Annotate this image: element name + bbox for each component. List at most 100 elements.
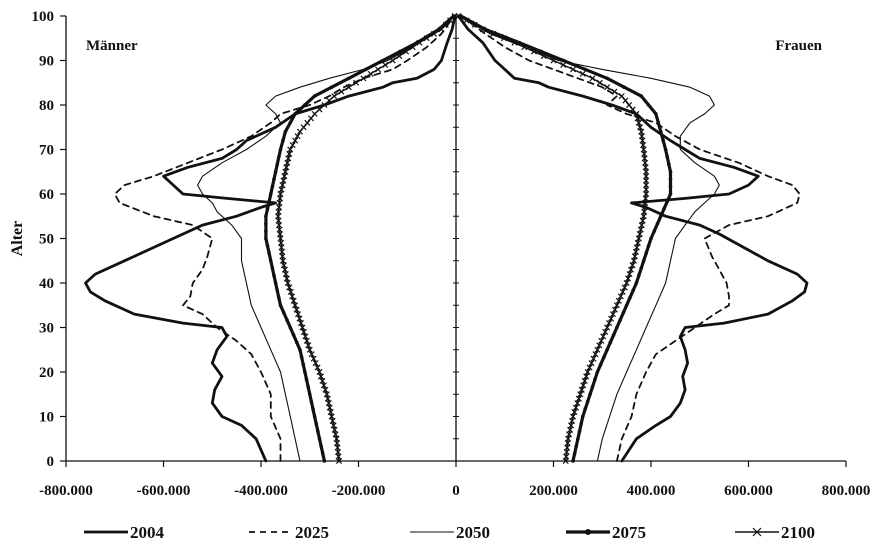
y-tick-label: 0	[47, 454, 55, 470]
series-marker-2075	[283, 129, 288, 134]
y-tick-label: 80	[39, 98, 54, 114]
y-tick-label: 40	[39, 276, 54, 292]
series-marker-2100	[302, 333, 309, 340]
legend-marker-2100	[752, 527, 762, 537]
y-tick-label: 20	[39, 365, 54, 381]
series-marker-2075	[658, 129, 663, 134]
series-marker-2100	[609, 311, 616, 318]
series-marker-2100	[290, 297, 297, 304]
series-marker-2100	[409, 44, 416, 51]
series-marker-2100	[367, 70, 374, 77]
series-2100	[275, 12, 650, 465]
series-marker-2075	[665, 199, 670, 204]
series-marker-2075	[655, 221, 660, 226]
series-marker-2100	[332, 431, 339, 438]
series-marker-2100	[631, 253, 638, 260]
series-marker-2075	[577, 429, 582, 434]
legend-item-2050: 2050	[410, 523, 490, 541]
series-marker-2075	[654, 112, 658, 116]
series-marker-2075	[312, 414, 317, 419]
series-marker-2100	[345, 84, 352, 91]
x-tick-label: 0	[452, 483, 460, 499]
series-marker-2075	[539, 49, 544, 54]
series-marker-2075	[275, 288, 280, 293]
series-marker-2100	[319, 377, 326, 384]
series-marker-2075	[605, 76, 609, 81]
series-2025	[113, 15, 801, 462]
x-tick-label: -400.000	[234, 483, 288, 499]
series-marker-2100	[289, 293, 296, 300]
series-marker-2100	[333, 435, 340, 442]
series-marker-2100	[636, 231, 643, 238]
series-marker-2100	[613, 302, 620, 309]
series-marker-2100	[286, 150, 293, 157]
series-marker-2100	[621, 284, 628, 291]
series-marker-2075	[264, 214, 268, 219]
series-marker-2075	[398, 49, 402, 54]
series-marker-2100	[287, 146, 294, 153]
series-marker-2075	[667, 162, 671, 167]
series-marker-2100	[282, 271, 289, 278]
series-line-2050-men	[197, 15, 455, 462]
series-marker-2075	[580, 414, 585, 419]
series-marker-2075	[583, 407, 587, 411]
series-marker-2075	[329, 85, 334, 89]
series-marker-2075	[311, 407, 315, 411]
series-marker-2075	[364, 67, 368, 72]
series-marker-2075	[272, 273, 276, 278]
series-marker-2075	[301, 362, 306, 367]
series-marker-2100	[471, 21, 478, 28]
series-marker-2100	[643, 186, 650, 193]
series-marker-2100	[590, 355, 597, 362]
series-marker-2075	[644, 251, 648, 256]
series-marker-2100	[598, 337, 605, 344]
series-marker-2100	[608, 315, 615, 322]
x-tick-label: 600.000	[724, 483, 773, 499]
series-marker-2100	[635, 119, 642, 126]
legend-label-2004: 2004	[130, 523, 165, 541]
series-marker-2075	[561, 58, 566, 63]
panel-label-women: Frauen	[775, 38, 822, 54]
series-marker-2100	[596, 79, 603, 86]
series-marker-2075	[583, 67, 587, 72]
series-marker-2075	[273, 169, 278, 174]
series-marker-2075	[595, 370, 600, 374]
series-marker-2100	[579, 70, 586, 77]
series-marker-2100	[566, 431, 573, 438]
series-marker-2075	[661, 138, 665, 143]
series-marker-2100	[294, 133, 301, 140]
series-marker-2100	[374, 66, 382, 73]
series-line-2075-men	[264, 14, 456, 463]
series-marker-2100	[289, 142, 296, 149]
y-tick-label: 70	[39, 143, 54, 159]
series-marker-2100	[578, 386, 585, 393]
x-tick-label: 400.000	[627, 483, 676, 499]
series-marker-2075	[618, 318, 622, 322]
series-marker-2100	[588, 360, 595, 367]
legend-label-2050: 2050	[456, 523, 490, 541]
series-marker-2075	[665, 155, 670, 159]
series-marker-2075	[303, 103, 307, 107]
legend-item-2004: 2004	[84, 523, 165, 541]
series-marker-2100	[389, 57, 396, 64]
series-marker-2075	[303, 370, 307, 374]
series-marker-2100	[326, 97, 333, 104]
series-marker-2075	[668, 184, 673, 189]
series-marker-2100	[604, 84, 611, 91]
series-marker-2100	[600, 333, 607, 340]
series-marker-2100	[571, 409, 578, 416]
series-marker-2075	[639, 94, 644, 98]
series-marker-2100	[423, 35, 430, 42]
series-marker-2100	[521, 44, 528, 51]
series-marker-2100	[442, 21, 449, 28]
series-marker-2100	[282, 168, 289, 175]
series-marker-2075	[634, 281, 639, 285]
series-line-2004-men	[84, 14, 457, 463]
series-marker-2075	[662, 207, 666, 211]
series-marker-2075	[668, 192, 673, 196]
series-marker-2100	[632, 248, 639, 255]
series-marker-2075	[571, 459, 575, 463]
series-marker-2075	[322, 459, 327, 463]
series-marker-2075	[649, 236, 653, 241]
